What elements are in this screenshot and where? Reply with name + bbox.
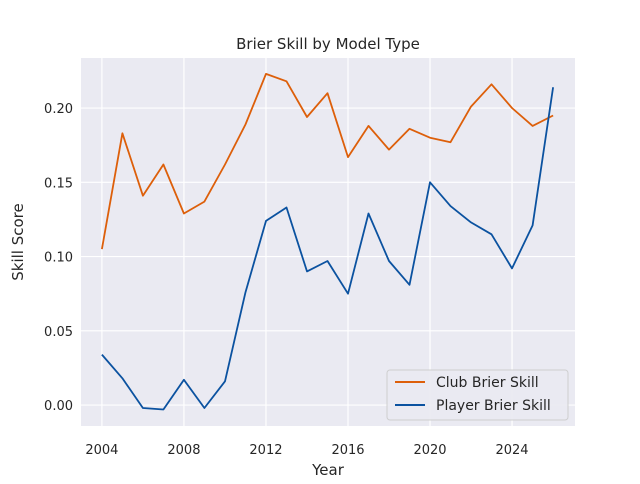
x-tick-label: 2020 (413, 443, 446, 458)
legend: Club Brier Skill Player Brier Skill (387, 370, 568, 420)
y-tick-label: 0.20 (44, 102, 73, 117)
x-axis-label: Year (311, 461, 345, 479)
chart-title: Brier Skill by Model Type (236, 35, 420, 53)
x-tick-label: 2016 (331, 443, 364, 458)
x-tick-label: 2004 (85, 443, 118, 458)
x-tick-label: 2012 (249, 443, 282, 458)
legend-label-player: Player Brier Skill (436, 398, 551, 414)
y-tick-label: 0.15 (44, 176, 73, 191)
legend-label-club: Club Brier Skill (436, 375, 539, 391)
y-tick-label: 0.10 (44, 251, 73, 266)
y-axis-label: Skill Score (9, 203, 27, 281)
x-tick-label: 2008 (167, 443, 200, 458)
x-tick-label: 2024 (495, 443, 528, 458)
y-tick-label: 0.05 (44, 325, 73, 340)
y-tick-label: 0.00 (44, 399, 73, 414)
